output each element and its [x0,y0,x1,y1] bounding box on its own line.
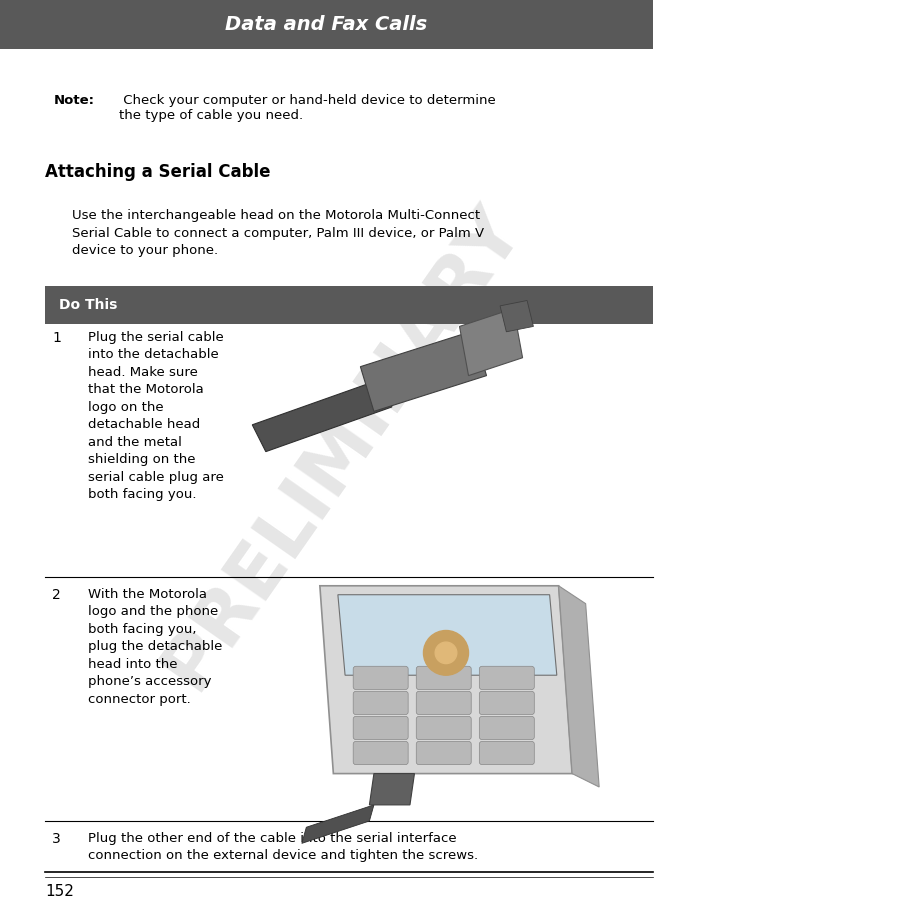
FancyBboxPatch shape [353,666,408,689]
Polygon shape [500,301,533,332]
Polygon shape [559,586,599,787]
FancyBboxPatch shape [353,716,408,740]
Text: 152: 152 [45,884,74,898]
Polygon shape [320,586,572,774]
Polygon shape [360,331,487,412]
FancyBboxPatch shape [353,742,408,765]
FancyBboxPatch shape [353,691,408,714]
FancyBboxPatch shape [416,716,471,740]
Polygon shape [338,595,557,675]
Polygon shape [252,380,392,451]
FancyBboxPatch shape [479,742,534,765]
Polygon shape [460,308,523,376]
Circle shape [435,642,457,664]
Text: Attaching a Serial Cable: Attaching a Serial Cable [45,163,270,181]
Text: Data and Fax Calls: Data and Fax Calls [225,15,428,34]
Text: 3: 3 [52,832,61,846]
FancyBboxPatch shape [479,716,534,740]
FancyBboxPatch shape [479,666,534,689]
Text: Note:: Note: [54,94,96,107]
Text: 1: 1 [52,331,61,345]
FancyBboxPatch shape [479,691,534,714]
Text: PRELIMINARY: PRELIMINARY [149,193,536,702]
FancyBboxPatch shape [416,666,471,689]
Text: Check your computer or hand-held device to determine
the type of cable you need.: Check your computer or hand-held device … [119,94,496,122]
Text: Use the interchangeable head on the Motorola Multi-Connect
Serial Cable to conne: Use the interchangeable head on the Moto… [72,209,484,258]
Text: With the Motorola
logo and the phone
both facing you,
plug the detachable
head i: With the Motorola logo and the phone bot… [88,587,223,705]
FancyBboxPatch shape [416,742,471,765]
Polygon shape [302,805,374,843]
FancyBboxPatch shape [416,691,471,714]
Polygon shape [369,774,414,805]
Text: Plug the other end of the cable into the serial interface
connection on the exte: Plug the other end of the cable into the… [88,832,478,862]
Text: 2: 2 [52,587,61,602]
Text: Do This: Do This [59,298,117,312]
FancyBboxPatch shape [0,0,653,50]
FancyBboxPatch shape [45,287,653,323]
Text: Plug the serial cable
into the detachable
head. Make sure
that the Motorola
logo: Plug the serial cable into the detachabl… [88,331,224,501]
Circle shape [423,631,469,675]
